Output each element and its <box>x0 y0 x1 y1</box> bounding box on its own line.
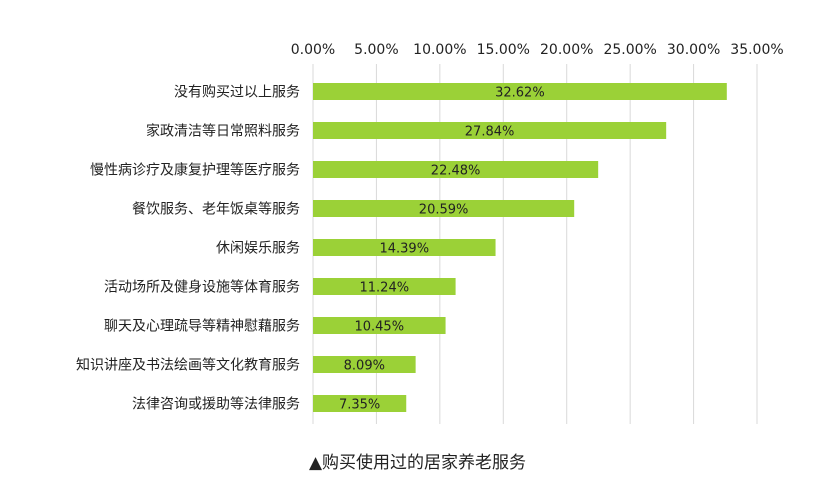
x-tick-label: 15.00% <box>477 42 530 58</box>
bar <box>313 161 599 178</box>
category-label: 没有购买过以上服务 <box>174 85 300 101</box>
category-labels: 没有购买过以上服务家政清洁等日常照料服务慢性病诊疗及康复护理等医疗服务餐饮服务、… <box>76 85 300 413</box>
bar <box>313 317 446 334</box>
bar-chart: 0.00% 5.00% 10.00% 15.00% 20.00% 25.00% 30.00%… <box>76 42 784 424</box>
bar <box>313 239 496 256</box>
x-tick-label: 10.00% <box>413 42 466 58</box>
bar <box>313 122 667 139</box>
bar <box>313 395 407 412</box>
category-label: 休闲娱乐服务 <box>216 241 300 257</box>
bars <box>313 83 727 412</box>
data-label: 8.09% <box>344 359 385 374</box>
data-label: 27.84% <box>465 125 515 140</box>
x-tick-label: 25.00% <box>603 42 656 58</box>
x-tick-label: 5.00% <box>354 42 398 58</box>
bar <box>313 356 416 373</box>
x-axis-tick-labels: 0.00% 5.00% 10.00% 15.00% 20.00% 25.00% 30.00%… <box>291 42 784 58</box>
x-tick-label: 30.00% <box>667 42 720 58</box>
chart-caption: ▲购买使用过的居家养老服务 <box>308 453 527 473</box>
data-label: 7.35% <box>339 398 380 413</box>
category-label: 餐饮服务、老年饭桌等服务 <box>132 201 300 218</box>
category-label: 知识讲座及书法绘画等文化教育服务 <box>76 357 300 374</box>
data-label: 11.24% <box>360 281 410 296</box>
category-label: 家政清洁等日常照料服务 <box>146 123 300 140</box>
category-label: 法律咨询或援助等法律服务 <box>132 396 300 413</box>
x-tick-label: 35.00% <box>730 42 783 58</box>
bar <box>313 200 575 217</box>
data-label: 14.39% <box>379 242 429 257</box>
bar <box>313 278 456 295</box>
data-label: 10.45% <box>354 320 404 335</box>
data-label: 20.59% <box>419 203 469 218</box>
category-label: 聊天及心理疏导等精神慰藉服务 <box>104 318 300 335</box>
data-labels: 32.62% 27.84% 22.48% 20.59% 14.39% 11.24% 10.4… <box>339 86 545 413</box>
data-label: 32.62% <box>495 86 545 101</box>
x-tick-label: 0.00% <box>291 42 335 58</box>
category-label: 慢性病诊疗及康复护理等医疗服务 <box>90 162 300 179</box>
bar <box>313 83 727 100</box>
data-label: 22.48% <box>431 164 481 179</box>
category-label: 活动场所及健身设施等体育服务 <box>104 279 300 296</box>
x-tick-label: 20.00% <box>540 42 593 58</box>
